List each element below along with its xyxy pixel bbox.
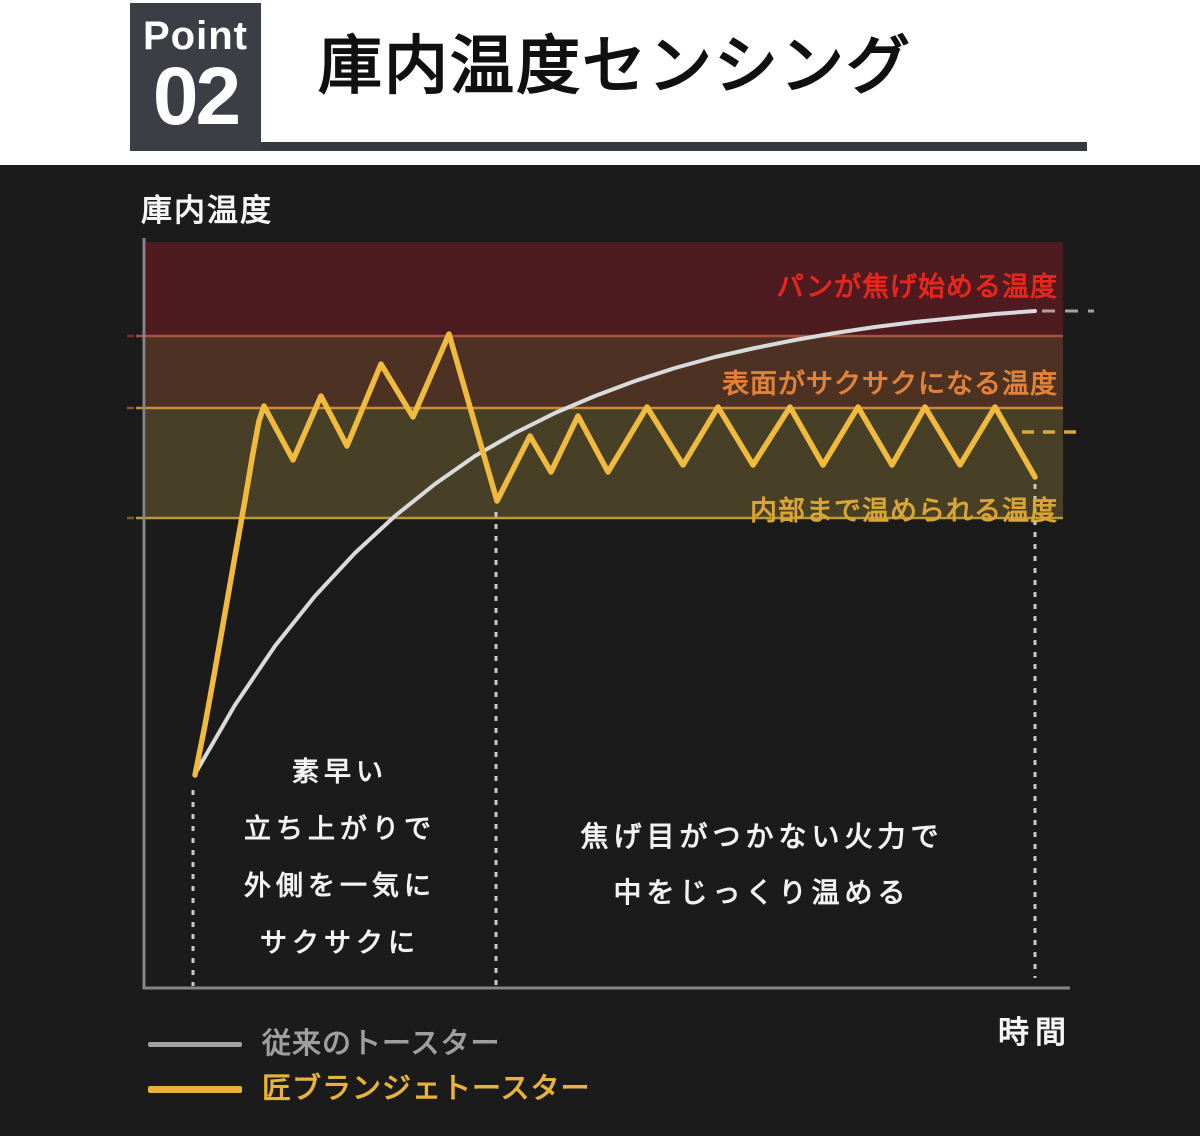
legend-item-takumi: 匠ブランジェトースター [148, 1071, 591, 1107]
annotation-phase2: 焦げ目がつかない火力で 中をじっくり温める [552, 809, 972, 921]
annotation-phase2-line: 中をじっくり温める [613, 877, 911, 908]
annotation-phase2-line: 焦げ目がつかない火力で [580, 821, 944, 852]
annotation-phase1-line: 外側を一気に [244, 871, 436, 901]
y-axis-label: 庫内温度 [141, 193, 273, 228]
annotation-phase1: 素早い 立ち上がりで 外側を一気に サクサクに [190, 744, 490, 972]
point-badge-label: Point [143, 14, 248, 58]
annotation-phase1-line: 素早い [292, 757, 388, 787]
zone-label-crisp: 表面がサクサクになる温度 [722, 369, 1058, 399]
annotation-phase1-line: サクサクに [260, 928, 420, 958]
annotation-phase1-line: 立ち上がりで [244, 814, 436, 844]
legend-line-conventional [148, 1041, 242, 1047]
page-title: 庫内温度センシング [318, 30, 912, 102]
point-badge: Point 02 [130, 3, 261, 151]
chart-panel [0, 165, 1200, 1136]
legend-label-conventional: 従来のトースター [262, 1028, 501, 1060]
legend-line-takumi [148, 1085, 242, 1093]
legend-label-takumi: 匠ブランジェトースター [262, 1073, 591, 1105]
header-underline-bar [130, 142, 1087, 151]
zone-label-burn: パンが焦げ始める温度 [776, 272, 1058, 302]
x-axis-label: 時間 [998, 1015, 1072, 1050]
zone-label-warm: 内部まで温められる温度 [750, 496, 1058, 526]
legend-item-conventional: 従来のトースター [148, 1026, 501, 1062]
point-badge-number: 02 [152, 51, 241, 142]
